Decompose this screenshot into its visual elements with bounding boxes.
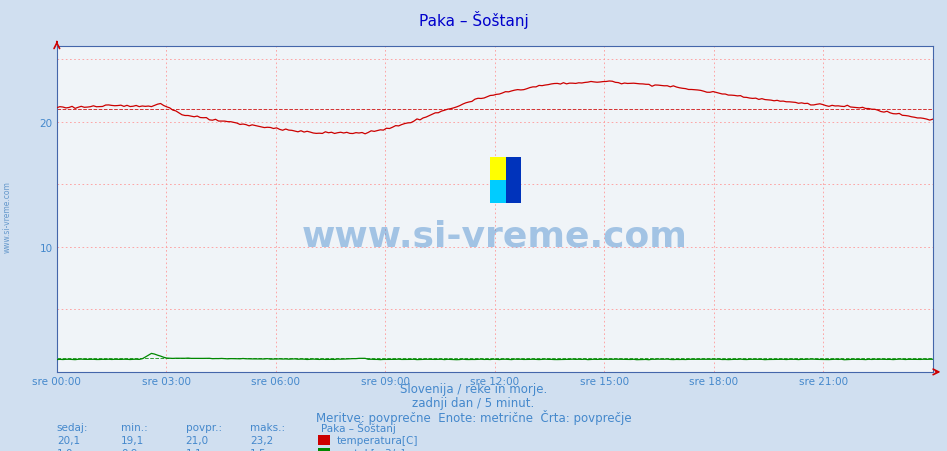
Text: 0,9: 0,9 [121,448,137,451]
Text: maks.:: maks.: [250,423,285,433]
Text: povpr.:: povpr.: [186,423,222,433]
Text: Paka – Šoštanj: Paka – Šoštanj [419,11,528,29]
Text: www.si-vreme.com: www.si-vreme.com [302,219,688,253]
Text: 1,5: 1,5 [250,448,267,451]
Text: 20,1: 20,1 [57,435,80,445]
Bar [491,180,506,203]
Text: Paka – Šoštanj: Paka – Šoštanj [321,422,396,433]
Bar [506,158,521,203]
Bar [491,158,506,180]
Text: temperatura[C]: temperatura[C] [337,435,419,445]
Text: Slovenija / reke in morje.: Slovenija / reke in morje. [400,382,547,395]
Text: sedaj:: sedaj: [57,423,88,433]
Text: pretok[m3/s]: pretok[m3/s] [337,448,404,451]
Text: Meritve: povprečne  Enote: metrične  Črta: povprečje: Meritve: povprečne Enote: metrične Črta:… [315,409,632,424]
Text: 23,2: 23,2 [250,435,274,445]
Text: zadnji dan / 5 minut.: zadnji dan / 5 minut. [412,396,535,409]
Text: 1,1: 1,1 [186,448,203,451]
Text: 1,0: 1,0 [57,448,73,451]
Text: 21,0: 21,0 [186,435,208,445]
Text: 19,1: 19,1 [121,435,145,445]
Text: min.:: min.: [121,423,148,433]
Text: www.si-vreme.com: www.si-vreme.com [3,180,12,253]
